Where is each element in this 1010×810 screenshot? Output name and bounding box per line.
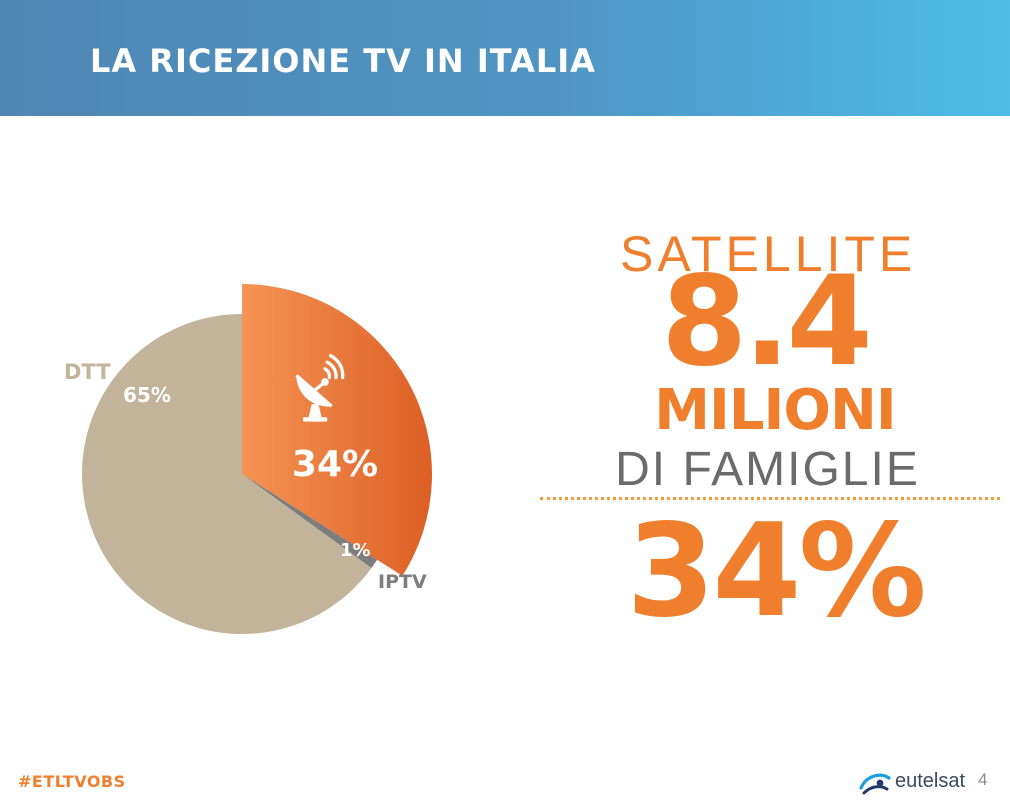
pie-slice-satellite [242, 284, 433, 576]
dtt-label: DTT [64, 360, 111, 384]
eutelsat-logo: eutelsat [858, 766, 990, 802]
iptv-value-label: 1% [340, 540, 371, 561]
dotted-divider [540, 497, 1000, 500]
logo-text: eutelsat [895, 770, 966, 792]
families-label: DI FAMIGLIE [615, 443, 920, 496]
satellite-share-value: 34% [626, 497, 926, 646]
header-bar: LA RICEZIONE TV IN ITALIA [0, 0, 1010, 116]
pie-slice-iptv [242, 474, 378, 569]
dtt-value-label: 65% [123, 383, 171, 407]
page-title: LA RICEZIONE TV IN ITALIA [90, 42, 596, 80]
reception-pie-chart: 34% 1% IPTV DTT 65% [64, 284, 433, 634]
households-value: 8.4 [661, 250, 873, 394]
page-number: 4 [978, 770, 988, 789]
hashtag: #ETLTVOBS [18, 772, 126, 791]
millions-label: MILIONI [654, 378, 896, 443]
pie-slice-dtt [81, 314, 372, 634]
iptv-label: IPTV [378, 571, 427, 593]
satellite-label: SATELLITE [620, 226, 917, 282]
satellite-value-label: 34% [292, 444, 378, 485]
satellite-dish-icon [295, 353, 345, 422]
eutelsat-logo-icon [859, 773, 891, 795]
